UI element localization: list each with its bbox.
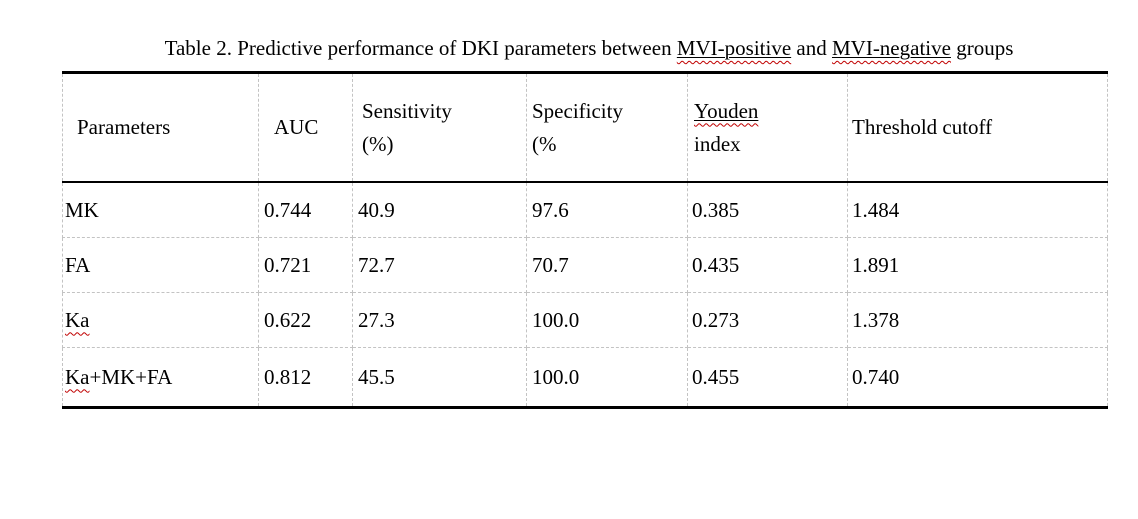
table-header-row: Parameters AUC Sensitivity (%) Specificity (%… <box>62 72 1108 183</box>
cell-parameter: MK <box>62 181 259 238</box>
text-run: MK <box>65 197 99 222</box>
column-header-parameters: Parameters <box>62 72 259 183</box>
table-row-ka: Ka 0.622 27.3 100.0 0.273 1.378 <box>62 292 1108 348</box>
text-run: and <box>791 36 832 60</box>
text-run: Parameters <box>77 115 171 139</box>
text-run: (%) <box>362 131 394 156</box>
header-line: Specificity <box>532 95 683 128</box>
header-line: Parameters <box>77 111 254 144</box>
header-line: Threshold cutoff <box>852 111 1103 144</box>
dki-performance-table: Parameters AUC Sensitivity (%) Specificity (%… <box>62 71 1108 409</box>
table-header: Parameters AUC Sensitivity (%) Specificity (%… <box>62 72 1108 183</box>
underlined-text: Youden <box>694 98 759 123</box>
cell-sensitivity: 27.3 <box>352 292 527 348</box>
text-run: Specificity <box>532 98 623 123</box>
table-row-ka-mk-fa: Ka+MK+FA 0.812 45.5 100.0 0.455 0.740 <box>62 347 1108 408</box>
text-run: FA <box>65 252 91 277</box>
cell-youden: 0.273 <box>687 292 848 348</box>
cell-auc: 0.812 <box>258 347 353 408</box>
cell-threshold: 1.484 <box>847 181 1108 238</box>
cell-auc: 0.744 <box>258 181 353 238</box>
underlined-text: MVI-negative <box>831 36 951 60</box>
cell-youden: 0.435 <box>687 237 848 293</box>
underlined-text: MVI-positive <box>676 36 792 60</box>
header-line: (% <box>532 128 683 161</box>
table-row-mk: MK 0.744 40.9 97.6 0.385 1.484 <box>62 181 1108 238</box>
spellcheck-squiggle-text: MVI-positive <box>677 36 791 60</box>
spellcheck-squiggle-text: MVI-negative <box>832 36 951 60</box>
column-header-auc: AUC <box>258 72 353 183</box>
cell-threshold: 0.740 <box>847 347 1108 408</box>
cell-parameter: Ka <box>62 292 259 348</box>
text-run: index <box>694 131 741 156</box>
cell-parameter: FA <box>62 237 259 293</box>
text-run: +MK+FA <box>89 364 173 389</box>
cell-youden: 0.385 <box>687 181 848 238</box>
table-row-fa: FA 0.721 72.7 70.7 0.435 1.891 <box>62 237 1108 293</box>
cell-threshold: 1.891 <box>847 237 1108 293</box>
column-header-sensitivity: Sensitivity (%) <box>352 72 527 183</box>
cell-specificity: 100.0 <box>526 347 688 408</box>
cell-auc: 0.622 <box>258 292 353 348</box>
cell-sensitivity: 45.5 <box>352 347 527 408</box>
header-line: Youden <box>694 95 843 128</box>
table-body: MK 0.744 40.9 97.6 0.385 1.484 FA 0.721 72.7 70.7… <box>62 181 1108 408</box>
header-line: Sensitivity <box>362 95 522 128</box>
column-header-specificity: Specificity (% <box>526 72 688 183</box>
text-run: Threshold cutoff <box>852 115 993 139</box>
cell-auc: 0.721 <box>258 237 353 293</box>
column-header-threshold: Threshold cutoff <box>847 72 1108 183</box>
column-header-youden: Youden index <box>687 72 848 183</box>
cell-specificity: 70.7 <box>526 237 688 293</box>
table-caption: Table 2. Predictive performance of DKI p… <box>40 35 1138 62</box>
header-line: index <box>694 128 843 161</box>
text-run: (% <box>532 131 557 156</box>
text-run: Sensitivity <box>362 98 452 123</box>
header-line: (%) <box>362 128 522 161</box>
spellcheck-squiggle-text: Ka <box>65 307 90 332</box>
spellcheck-squiggle-text: Ka <box>65 364 90 389</box>
cell-threshold: 1.378 <box>847 292 1108 348</box>
cell-specificity: 97.6 <box>526 181 688 238</box>
cell-sensitivity: 40.9 <box>352 181 527 238</box>
text-run: AUC <box>274 115 319 139</box>
cell-parameter: Ka+MK+FA <box>62 347 259 408</box>
cell-youden: 0.455 <box>687 347 848 408</box>
text-run: Table 2. Predictive performance of DKI p… <box>164 36 677 60</box>
header-line: AUC <box>274 111 348 144</box>
cell-sensitivity: 72.7 <box>352 237 527 293</box>
text-run: groups <box>950 36 1014 60</box>
spellcheck-squiggle-text: Youden <box>694 99 758 123</box>
cell-specificity: 100.0 <box>526 292 688 348</box>
document-page: Table 2. Predictive performance of DKI p… <box>0 35 1138 409</box>
